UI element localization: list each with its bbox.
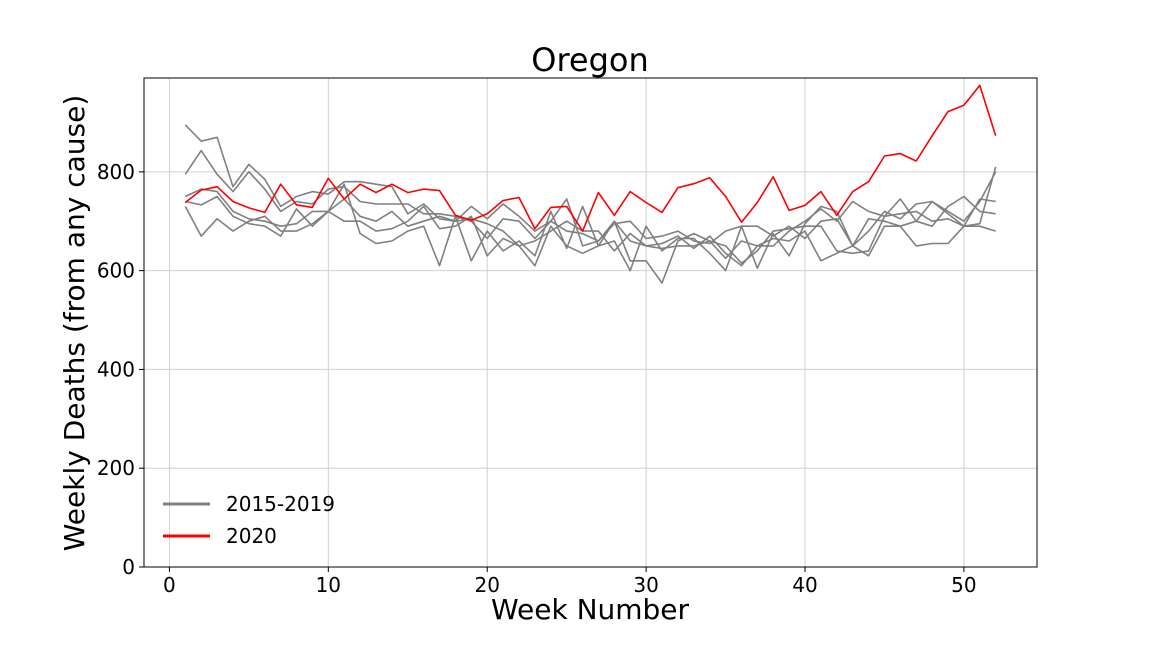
y-tick-label: 0 xyxy=(122,555,135,579)
x-tick-label: 30 xyxy=(633,573,658,597)
series-line-2015-2019-3 xyxy=(185,195,996,284)
axis-ticks: 0 10 20 30 40 50 0 200 400 600 800 xyxy=(97,160,977,597)
x-axis-label: Week Number xyxy=(491,593,690,626)
y-tick-label: 800 xyxy=(97,160,135,184)
x-tick-label: 50 xyxy=(951,573,976,597)
plot-frame xyxy=(143,77,1038,568)
series-line-2020-5 xyxy=(184,84,997,232)
x-tick-label: 20 xyxy=(474,573,499,597)
x-tick-label: 0 xyxy=(163,573,176,597)
y-tick-label: 600 xyxy=(97,259,135,283)
series-line-2015-2019-2 xyxy=(184,188,996,265)
series-line-2015-2019-4 xyxy=(184,183,996,272)
legend: 2015-2019 2020 xyxy=(163,492,335,548)
y-axis-label: Weekly Deaths (from any cause) xyxy=(58,95,91,552)
legend-label-2015-2019: 2015-2019 xyxy=(226,492,335,516)
chart-title: Oregon xyxy=(531,41,649,79)
y-tick-label: 400 xyxy=(97,357,135,381)
y-tick-label: 200 xyxy=(97,456,135,480)
x-tick-label: 10 xyxy=(316,573,341,597)
legend-label-2020: 2020 xyxy=(226,524,277,548)
series-line-2015-2019-1 xyxy=(184,149,997,247)
series-lines xyxy=(184,84,997,284)
x-tick-label: 40 xyxy=(792,573,817,597)
